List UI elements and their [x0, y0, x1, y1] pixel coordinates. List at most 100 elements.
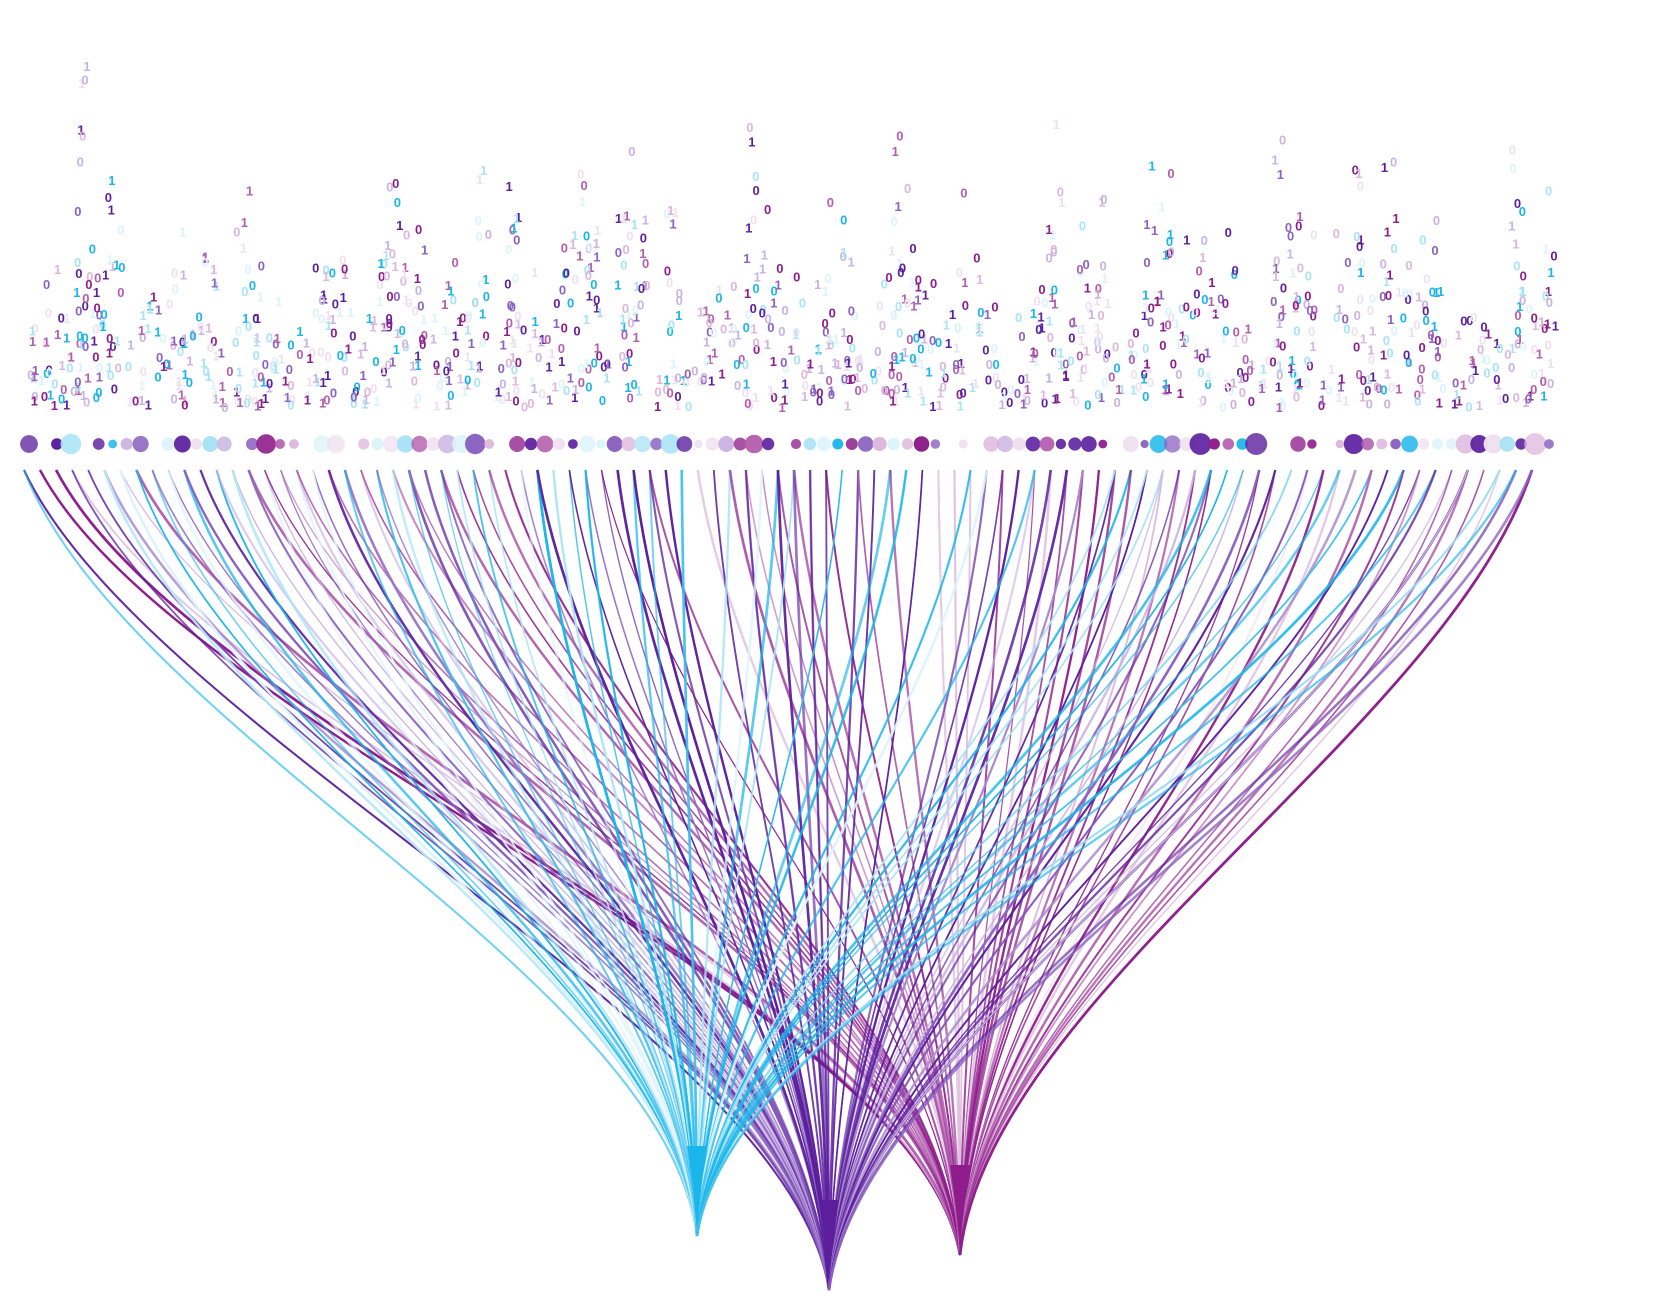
flow-curve [953, 469, 962, 1256]
binary-digit: 0 [993, 357, 1000, 372]
binary-digit: 1 [835, 357, 842, 372]
binary-digit: 1 [253, 334, 260, 349]
binary-digit: 0 [622, 301, 629, 316]
binary-digit: 1 [814, 277, 821, 292]
binary-digit: 0 [1205, 377, 1212, 392]
binary-digit: 0 [1165, 304, 1172, 319]
binary-digit: 0 [1102, 350, 1109, 365]
binary-digit: 0 [953, 362, 960, 377]
binary-digit: 0 [1041, 295, 1048, 310]
binary-digit: 0 [572, 272, 579, 287]
node-circle [761, 437, 775, 451]
binary-digit: 1 [509, 333, 516, 348]
binary-digit: 1 [205, 321, 212, 336]
binary-digit: 1 [420, 312, 427, 327]
binary-digit: 0 [896, 129, 903, 144]
binary-digit: 0 [376, 277, 383, 292]
flow-curve [183, 469, 699, 1237]
binary-digit: 0 [752, 281, 759, 296]
binary-digit: 0 [1310, 227, 1317, 242]
binary-digit: 0 [66, 361, 73, 376]
binary-digit: 1 [975, 322, 982, 337]
flow-curve [827, 469, 1437, 1291]
binary-digit: 0 [1175, 367, 1182, 382]
binary-digit: 1 [888, 243, 895, 258]
binary-digit: 1 [1276, 358, 1283, 373]
binary-digit: 0 [962, 298, 969, 313]
binary-digit: 0 [1076, 262, 1083, 277]
binary-digit: 1 [312, 371, 319, 386]
binary-digit: 1 [615, 211, 622, 226]
flow-curve [584, 469, 830, 1291]
binary-digit: 0 [386, 320, 393, 335]
binary-digit: 0 [464, 373, 471, 388]
binary-digit: 1 [1029, 350, 1036, 365]
binary-digit: 0 [27, 367, 34, 382]
binary-digit: 1 [624, 380, 631, 395]
binary-digit: 1 [538, 334, 545, 349]
binary-digit: 1 [891, 307, 898, 322]
binary-digit: 1 [1381, 160, 1388, 175]
binary-digit: 1 [1035, 322, 1042, 337]
binary-digit: 0 [1402, 286, 1409, 301]
binary-digit: 1 [1038, 320, 1045, 335]
node-circle [1080, 436, 1097, 452]
binary-digit: 0 [1192, 305, 1199, 320]
binary-digit: 0 [1540, 374, 1547, 389]
binary-digit: 1 [892, 144, 899, 159]
binary-digit: 0 [1189, 308, 1196, 323]
binary-digit: 1 [30, 371, 37, 386]
binary-digit: 0 [1142, 341, 1149, 356]
binary-digit: 0 [1295, 292, 1302, 307]
binary-digit: 1 [127, 338, 134, 353]
flow-curve [827, 469, 1084, 1291]
node-circle [733, 437, 747, 451]
flow-curve [696, 469, 795, 1237]
binary-digit: 0 [1038, 282, 1045, 297]
binary-digit: 1 [200, 355, 207, 370]
binary-digit: 1 [857, 352, 864, 367]
binary-digit: 0 [1550, 248, 1557, 263]
binary-digit: 1 [240, 240, 247, 255]
flow-curve [695, 469, 1132, 1237]
binary-digit: 0 [632, 303, 639, 318]
binary-digit: 0 [386, 180, 393, 195]
binary-digit: 1 [1278, 395, 1285, 410]
binary-digit: 0 [312, 305, 319, 320]
flow-curve [696, 469, 1244, 1237]
binary-digit: 1 [1144, 361, 1151, 376]
binary-digit: 1 [461, 384, 468, 399]
binary-digit: 1 [1115, 382, 1122, 397]
binary-digit: 0 [504, 277, 511, 292]
binary-digit: 1 [394, 326, 401, 341]
binary-digit: 0 [1095, 281, 1102, 296]
binary-digit: 1 [718, 367, 725, 382]
binary-digit: 0 [742, 386, 749, 401]
binary-digit: 1 [145, 398, 152, 413]
binary-digit: 0 [810, 385, 817, 400]
node-circle [1544, 439, 1554, 449]
binary-digit: 0 [667, 324, 674, 339]
binary-digit: 1 [770, 354, 777, 369]
binary-digit: 1 [1148, 159, 1155, 174]
binary-digit: 1 [506, 179, 513, 194]
binary-digit: 0 [780, 355, 787, 370]
binary-digit: 0 [881, 277, 888, 292]
binary-digit: 0 [667, 385, 674, 400]
binary-digit: 0 [1147, 314, 1154, 329]
binary-digit: 0 [1246, 363, 1253, 378]
binary-digit: 0 [939, 359, 946, 374]
binary-digit: 0 [403, 228, 410, 243]
binary-digit: 1 [697, 304, 704, 319]
binary-digit: 1 [1386, 268, 1393, 283]
binary-digit: 0 [793, 269, 800, 284]
binary-digit: 1 [1175, 337, 1182, 352]
node-circle [660, 434, 681, 454]
binary-digit: 1 [949, 307, 956, 322]
binary-digit: 0 [590, 277, 597, 292]
binary-digit: 0 [499, 392, 506, 407]
binary-digit: 0 [479, 335, 486, 350]
binary-digit: 0 [1036, 317, 1043, 332]
binary-digit: 0 [676, 293, 683, 308]
binary-digit: 0 [1135, 380, 1142, 395]
